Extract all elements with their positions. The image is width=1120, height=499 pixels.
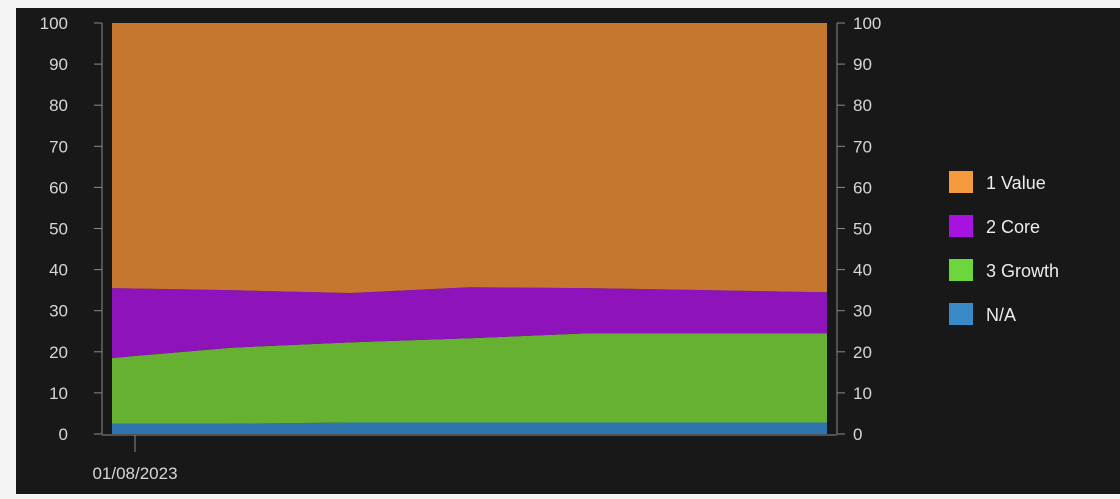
- y-tick-label-right: 100: [853, 14, 881, 33]
- y-tick-label-left: 40: [49, 261, 68, 280]
- y-tick-label-right: 60: [853, 178, 872, 197]
- legend-swatch: [949, 171, 973, 193]
- legend-item-1-value[interactable]: 1 Value: [949, 171, 1046, 193]
- y-tick-label-left: 90: [49, 55, 68, 74]
- legend-swatch: [949, 259, 973, 281]
- area-series-3-growth: [112, 333, 827, 424]
- y-tick-label-right: 80: [853, 96, 872, 115]
- y-tick-label-right: 20: [853, 343, 872, 362]
- y-tick-label-left: 10: [49, 384, 68, 403]
- legend-item-2-core[interactable]: 2 Core: [949, 215, 1040, 237]
- legend-label: 2 Core: [986, 217, 1040, 237]
- legend-label: 3 Growth: [986, 261, 1059, 281]
- y-tick-label-left: 50: [49, 220, 68, 239]
- legend: 1 Value 2 Core 3 Growth N/A: [949, 171, 1059, 325]
- legend-swatch: [949, 215, 973, 237]
- area-series-2-core: [112, 287, 827, 358]
- area-series-n-a: [112, 422, 827, 434]
- y-tick-label-left: 60: [49, 178, 68, 197]
- y-tick-label-right: 30: [853, 302, 872, 321]
- y-tick-label-right: 0: [853, 425, 862, 444]
- x-tick-label: 01/08/2023: [92, 464, 177, 483]
- legend-swatch: [949, 303, 973, 325]
- y-tick-label-right: 50: [853, 220, 872, 239]
- chart-panel: 0 0 10 10 20 20 30 30 40 40 50 50 60 60 70 70 80 80 90 90 10…: [16, 8, 1120, 494]
- legend-label: 1 Value: [986, 173, 1046, 193]
- legend-label: N/A: [986, 305, 1016, 325]
- legend-item-3-growth[interactable]: 3 Growth: [949, 259, 1059, 281]
- y-tick-label-left: 70: [49, 137, 68, 156]
- y-tick-label-right: 10: [853, 384, 872, 403]
- y-tick-label-left: 80: [49, 96, 68, 115]
- stacked-area-chart: 0 0 10 10 20 20 30 30 40 40 50 50 60 60 70 70 80 80 90 90 10…: [40, 14, 1059, 483]
- area-series-1-value: [112, 23, 827, 294]
- y-tick-label-left: 0: [59, 425, 68, 444]
- y-tick-label-left: 20: [49, 343, 68, 362]
- y-tick-label-left: 30: [49, 302, 68, 321]
- y-tick-label-right: 90: [853, 55, 872, 74]
- area-series-group: [112, 23, 827, 434]
- legend-item-n-a[interactable]: N/A: [949, 303, 1016, 325]
- axes-group: 0 0 10 10 20 20 30 30 40 40 50 50 60 60 70 70 80 80 90 90 10…: [40, 14, 882, 483]
- y-tick-label-right: 40: [853, 261, 872, 280]
- y-tick-label-right: 70: [853, 137, 872, 156]
- y-tick-label-left: 100: [40, 14, 68, 33]
